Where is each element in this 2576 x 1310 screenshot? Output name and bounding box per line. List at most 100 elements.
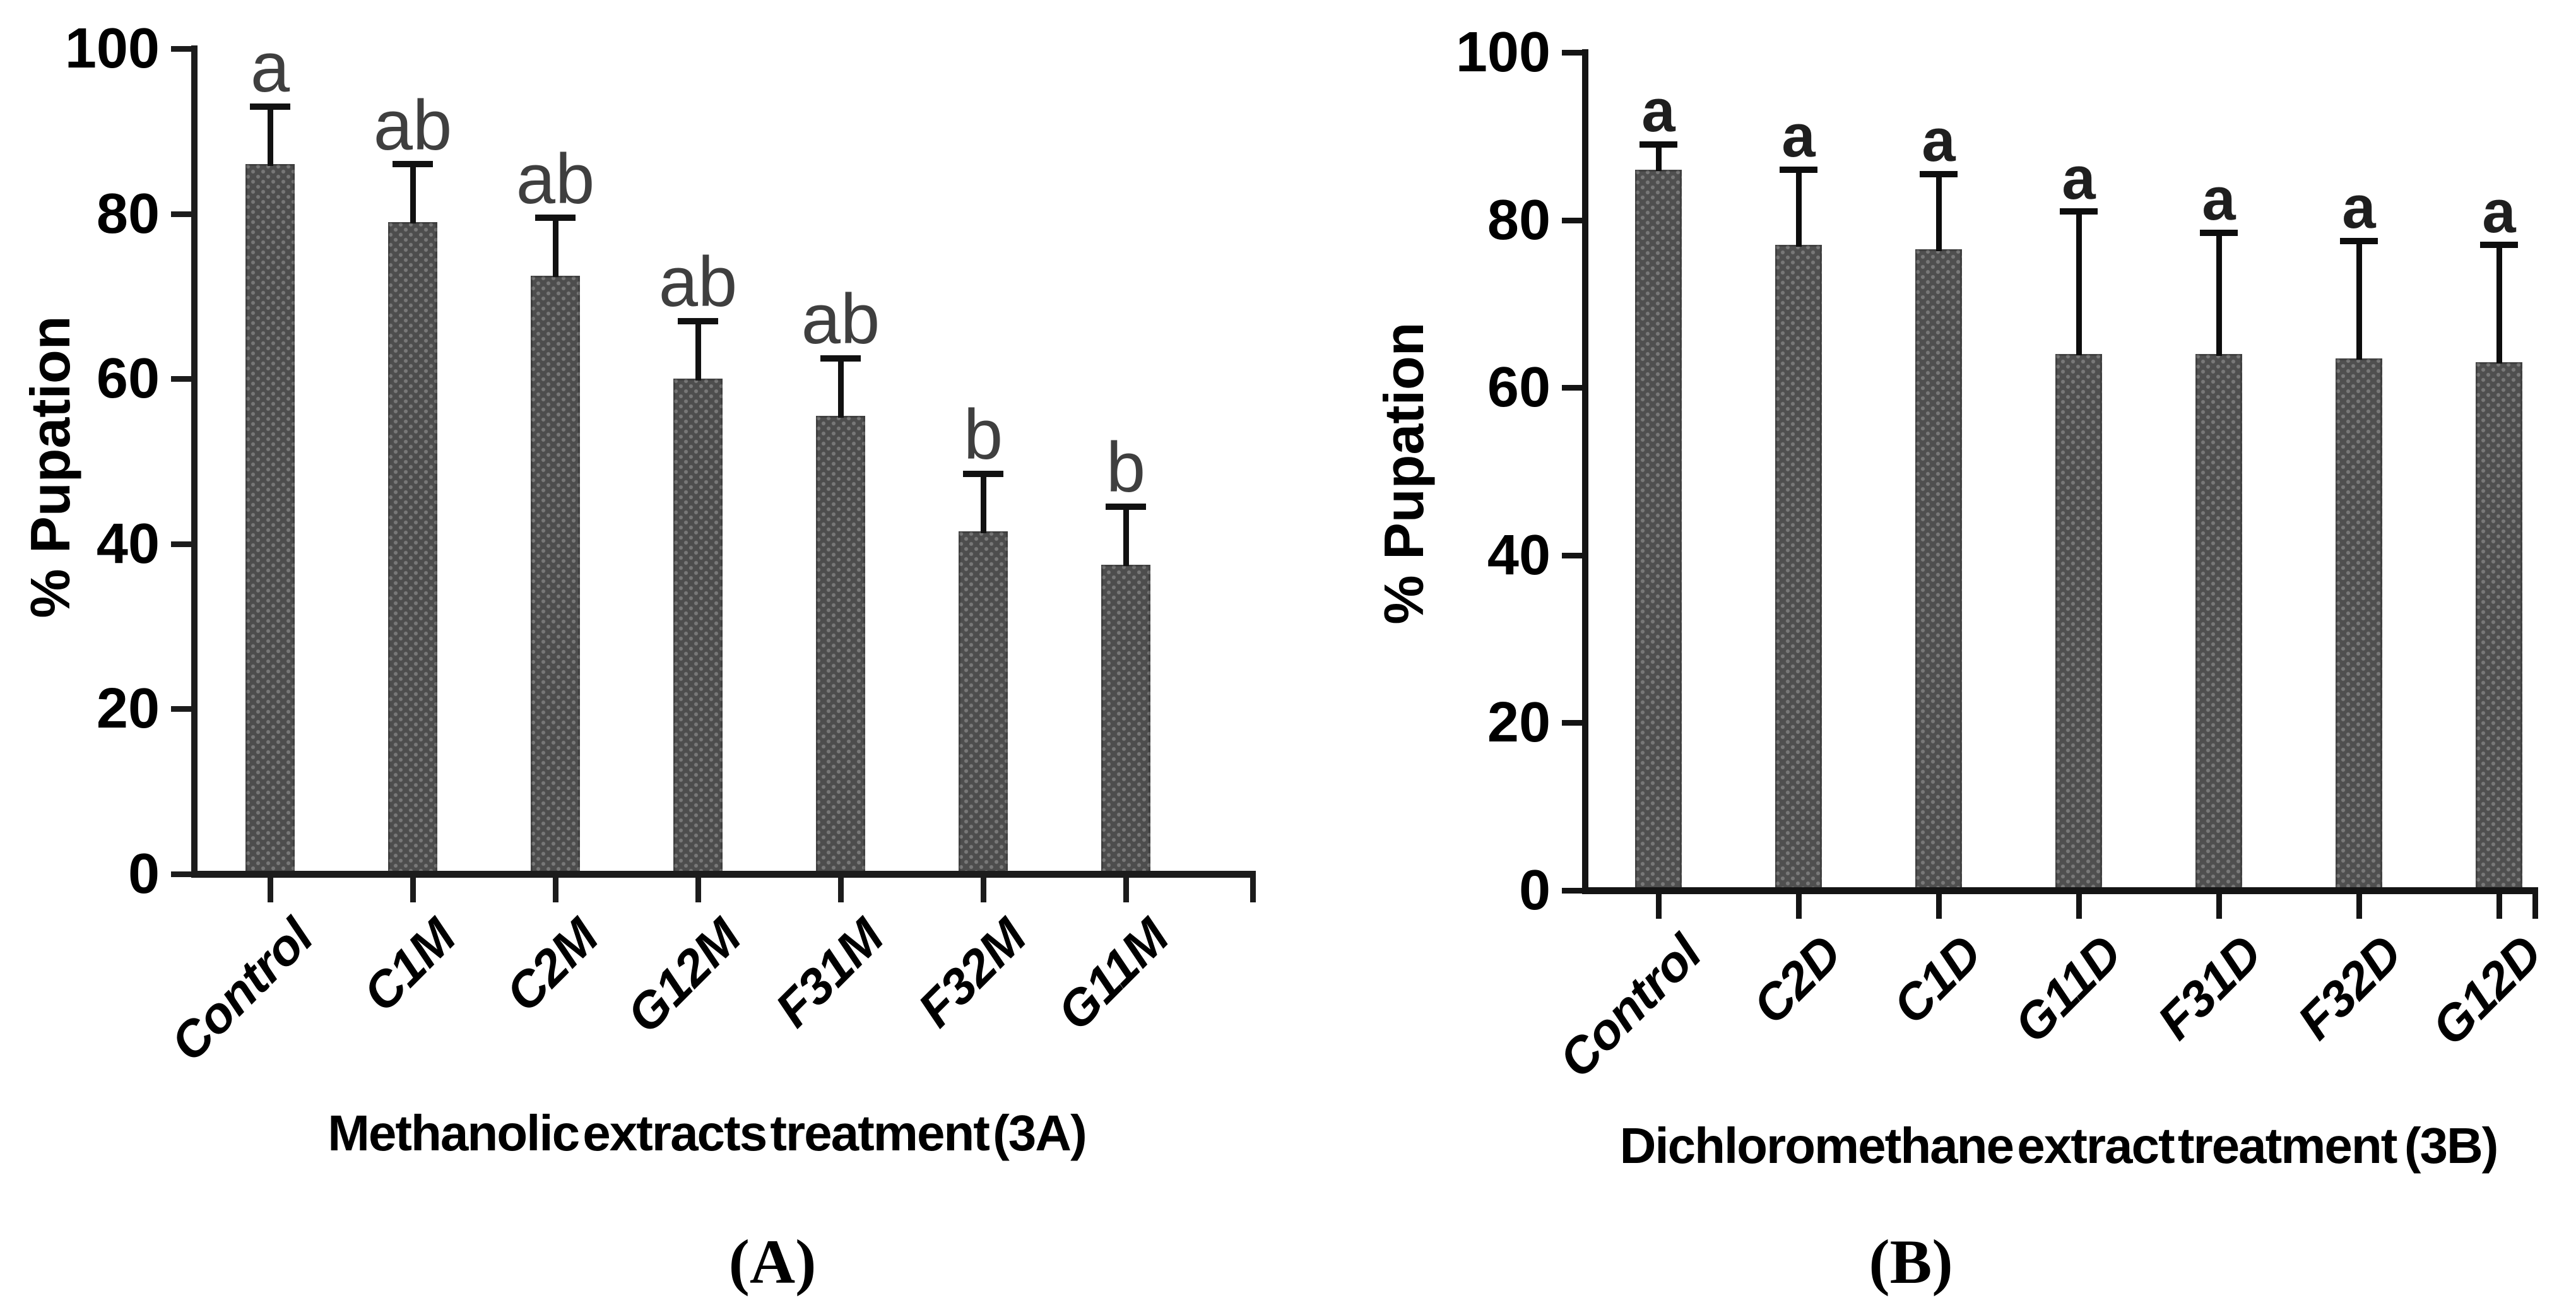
error-bar-cap (393, 161, 433, 167)
y-tick-label: 80 (1487, 189, 1551, 252)
sig-letter: b (1106, 428, 1146, 507)
y-tick-label: 60 (1487, 356, 1551, 419)
x-axis-tick (981, 877, 986, 902)
error-bar-cap (2480, 242, 2518, 248)
x-axis-tick (2496, 894, 2502, 919)
bar (1101, 565, 1150, 875)
error-bar-cap (250, 103, 290, 110)
error-bar-cap (1920, 171, 1958, 177)
x-axis-end-tick (2532, 894, 2538, 919)
sig-letter: ab (373, 86, 452, 165)
y-tick-label: 80 (96, 182, 160, 245)
sig-letter: a (1922, 107, 1956, 174)
y-tick-label: 100 (1455, 21, 1551, 84)
y-axis-tick (1562, 50, 1582, 56)
y-axis-tick (171, 376, 191, 382)
y-axis-tick (171, 706, 191, 712)
sig-letter: ab (801, 280, 880, 358)
y-tick-label: 0 (1518, 859, 1551, 922)
x-axis-tick (1796, 894, 1802, 919)
error-bar-cap (1640, 141, 1677, 148)
y-axis-tick (171, 871, 191, 877)
bar (1775, 245, 1822, 890)
y-axis-tick (1562, 553, 1582, 558)
bar (2336, 358, 2382, 890)
y-axis-tick (171, 46, 191, 52)
sig-letter: ab (516, 139, 595, 218)
sig-letter: ab (658, 242, 738, 321)
error-bar-line (2076, 211, 2082, 355)
y-tick-label: 40 (1487, 524, 1551, 587)
error-bar-cap (963, 471, 1003, 477)
sig-letter: a (2342, 174, 2376, 241)
bar (2055, 354, 2102, 890)
error-bar-line (2496, 245, 2502, 363)
bar (1915, 249, 1962, 890)
y-axis-tick (1562, 720, 1582, 726)
sig-letter: a (1781, 102, 1816, 170)
bar (2195, 354, 2242, 890)
y-tick-label: 0 (127, 842, 160, 906)
sig-letter: a (250, 28, 290, 107)
x-axis-tick (2356, 894, 2362, 919)
x-axis-end-tick (1250, 877, 1256, 902)
error-bar-cap (678, 318, 718, 324)
error-bar-cap (535, 215, 576, 221)
y-tick-label: 40 (96, 512, 160, 575)
error-bar-line (2216, 233, 2222, 356)
error-bar-cap (2200, 230, 2238, 236)
error-bar-line (1796, 170, 1802, 247)
bar (2476, 362, 2522, 890)
y-axis-line (1582, 49, 1588, 894)
sig-letter: a (2482, 178, 2516, 245)
error-bar-line (553, 218, 558, 277)
y-axis-tick (171, 211, 191, 217)
x-axis-tick (410, 877, 416, 902)
error-bar-cap (1106, 504, 1146, 510)
error-bar-line (1123, 507, 1129, 566)
error-bar-line (981, 474, 986, 533)
x-axis-tick (695, 877, 701, 902)
error-bar-cap (2340, 238, 2378, 244)
x-axis-tick (553, 877, 558, 902)
x-axis-tick (1656, 894, 1662, 919)
x-axis-tick (2216, 894, 2222, 919)
error-bar-line (410, 164, 416, 223)
error-bar-cap (820, 355, 861, 362)
x-axis-tick (1123, 877, 1129, 902)
sig-letter: a (2202, 165, 2236, 233)
bar (1635, 170, 1682, 890)
panel-caption: (A) (728, 1227, 817, 1297)
sig-letter: a (2062, 145, 2096, 212)
y-axis-tick (171, 541, 191, 547)
bar (816, 416, 865, 874)
x-axis-tick (1936, 894, 1942, 919)
y-axis-tick (1562, 218, 1582, 223)
x-axis-title: Methanolic extracts treatment (3A) (328, 1105, 1087, 1161)
bar (245, 164, 295, 874)
x-axis-tick (268, 877, 273, 902)
y-axis-line (191, 45, 198, 877)
y-axis-tick (1562, 385, 1582, 391)
x-axis-tick (2076, 894, 2082, 919)
error-bar-line (1936, 174, 1942, 251)
x-axis-line (1582, 887, 2538, 894)
sig-letter: a (1641, 77, 1675, 145)
panel-caption: (B) (1869, 1227, 1953, 1297)
x-axis-line (191, 871, 1256, 878)
error-bar-cap (2060, 208, 2098, 215)
error-bar-cap (1780, 167, 1817, 173)
error-bar-line (695, 321, 701, 381)
bar (531, 276, 580, 874)
y-tick-label: 60 (96, 347, 160, 410)
y-tick-label: 20 (96, 677, 160, 740)
bar (388, 222, 437, 874)
y-axis-tick (1562, 888, 1582, 894)
error-bar-line (838, 358, 844, 418)
error-bar-line (1656, 145, 1662, 171)
x-axis-title: Dichloromethane extract treatment (3B) (1619, 1118, 2499, 1174)
error-bar-line (268, 107, 273, 166)
error-bar-line (2356, 241, 2362, 360)
y-tick-label: 100 (64, 17, 160, 80)
